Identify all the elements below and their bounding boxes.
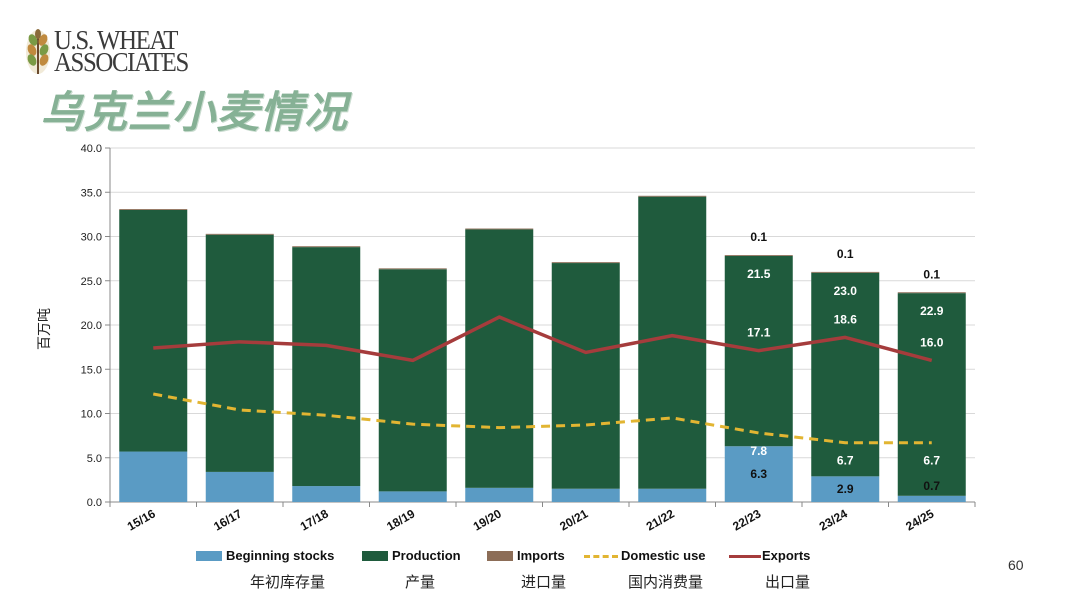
bar-imports — [292, 246, 361, 248]
bar-production — [811, 272, 880, 477]
x-tick-label: 20/21 — [557, 506, 590, 533]
x-tick-label: 15/16 — [125, 506, 158, 533]
data-label-imports: 0.1 — [923, 267, 940, 281]
x-tick-label: 17/18 — [298, 506, 331, 533]
bar-beginning-stocks — [638, 488, 707, 502]
legend-label-imports: Imports — [517, 548, 565, 563]
line-exports — [153, 315, 933, 363]
line-domestic-use — [152, 392, 932, 445]
us-wheat-associates-logo: U.S. WHEAT ASSOCIATES — [24, 25, 214, 77]
bar-beginning-stocks — [897, 495, 966, 502]
bar-imports — [811, 271, 880, 273]
bar-beginning-stocks — [551, 488, 620, 502]
legend-zh-imports: 进口量 — [521, 573, 567, 591]
x-tick-label: 18/19 — [384, 506, 417, 533]
y-tick-label: 20.0 — [81, 320, 102, 332]
y-tick-label: 40.0 — [81, 143, 102, 155]
bar-imports — [205, 233, 274, 235]
bar-production — [119, 209, 188, 452]
bar-production — [205, 234, 274, 472]
logo-text-line2: ASSOCIATES — [54, 47, 189, 77]
y-tick-label: 35.0 — [81, 187, 102, 199]
bar-imports — [465, 228, 534, 230]
data-label-production: 23.0 — [834, 284, 858, 298]
legend-label-exports: Exports — [762, 548, 811, 563]
x-tick-label: 16/17 — [211, 506, 244, 533]
page-number: 60 — [1008, 557, 1024, 573]
legend-zh-exports: 出口量 — [765, 573, 811, 591]
bar-imports — [378, 268, 447, 270]
bar-production — [638, 196, 707, 489]
bar-production — [551, 263, 620, 489]
data-label-imports: 0.1 — [837, 247, 854, 261]
data-label-production: 21.5 — [747, 267, 771, 281]
legend-label-production: Production — [392, 548, 461, 563]
y-tick-label: 0.0 — [87, 497, 102, 509]
data-label-production: 22.9 — [920, 304, 944, 318]
legend-swatch-domestic-use — [584, 555, 618, 558]
y-tick-label: 5.0 — [87, 453, 102, 465]
legend-label-domestic-use: Domestic use — [621, 548, 706, 563]
bar-beginning-stocks — [724, 446, 793, 502]
logo-text-line1: U.S. WHEAT — [54, 25, 178, 55]
legend-swatch-beginning-stocks — [196, 551, 222, 561]
data-label-beginning-stocks: 2.9 — [837, 482, 854, 496]
bar-beginning-stocks — [119, 451, 188, 502]
bar-imports — [638, 195, 707, 197]
data-label-exports: 17.1 — [747, 326, 771, 340]
x-tick-label: 19/20 — [471, 506, 504, 533]
legend-swatch-production — [362, 551, 388, 561]
bar-imports — [897, 292, 966, 294]
y-tick-label: 10.0 — [81, 409, 102, 421]
bars — [119, 195, 966, 502]
x-tick-label: 21/22 — [644, 506, 677, 533]
data-label-exports: 16.0 — [920, 335, 944, 349]
legend-zh-beginning-stocks: 年初库存量 — [250, 573, 326, 591]
bar-imports — [551, 262, 620, 264]
legend-label-beginning-stocks: Beginning stocks — [226, 548, 335, 563]
data-label-beginning-stocks: 6.3 — [750, 467, 767, 481]
x-tick-label: 22/23 — [730, 506, 763, 533]
x-tick-label: 23/24 — [817, 506, 850, 533]
data-label-imports: 0.1 — [750, 230, 767, 244]
bar-production — [292, 247, 361, 487]
bar-production — [465, 229, 534, 488]
data-label-domestic-use: 6.7 — [923, 454, 940, 468]
bar-imports — [119, 209, 188, 210]
legend-swatch-imports — [487, 551, 513, 561]
data-label-beginning-stocks: 0.7 — [923, 479, 940, 493]
bar-production — [378, 269, 447, 492]
bar-beginning-stocks — [811, 476, 880, 502]
y-tick-label: 30.0 — [81, 232, 102, 244]
x-tick-labels: 15/16 16/17 17/18 18/19 19/20 20/21 21/22 22/23… — [109, 502, 937, 534]
page-title: 乌克兰小麦情况 — [40, 88, 348, 138]
y-tick-label: 25.0 — [81, 276, 102, 288]
wheat-icon — [26, 29, 50, 74]
x-tick-label: 24/25 — [903, 506, 936, 533]
data-label-domestic-use: 7.8 — [750, 444, 767, 458]
y-axis-label: 百万吨 — [37, 308, 53, 350]
legend-zh-domestic-use: 国内消费量 — [628, 573, 704, 591]
bar-imports — [724, 255, 793, 256]
bar-beginning-stocks — [205, 471, 274, 502]
bar-production — [897, 293, 966, 496]
data-label-domestic-use: 6.7 — [837, 454, 854, 468]
data-label-exports: 18.6 — [834, 312, 858, 326]
data-labels: 6.3 2.9 0.7 21.5 23.0 22.9 0.1 0.1 0.1 7.8 6.7 6.7 1… — [747, 230, 944, 496]
bar-beginning-stocks — [292, 486, 361, 502]
legend-swatch-exports — [729, 555, 761, 558]
y-tick-label: 15.0 — [81, 364, 102, 376]
bar-beginning-stocks — [378, 491, 447, 502]
lines — [152, 315, 933, 445]
legend-zh-production: 产量 — [405, 573, 436, 591]
bar-beginning-stocks — [465, 487, 534, 502]
